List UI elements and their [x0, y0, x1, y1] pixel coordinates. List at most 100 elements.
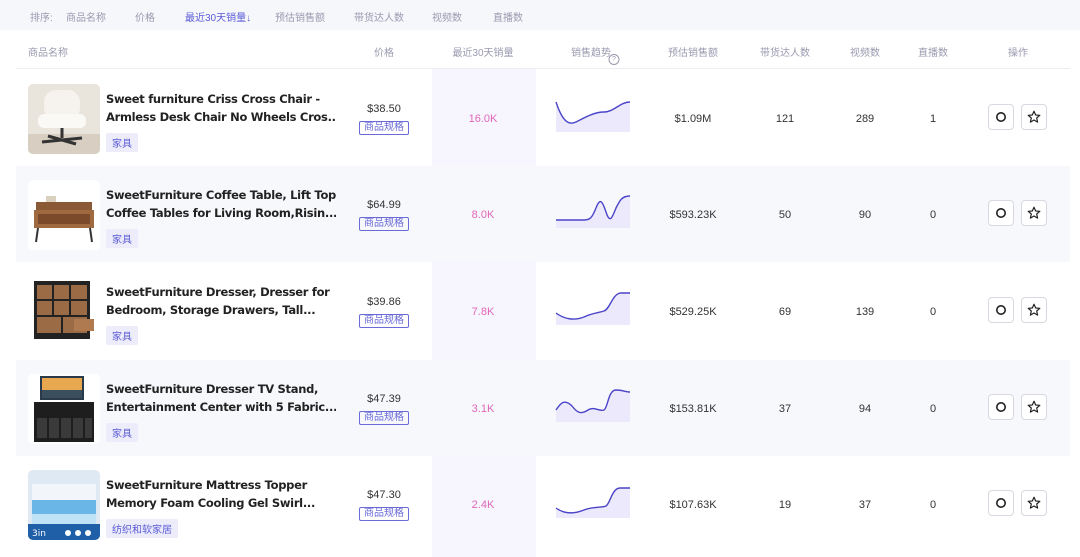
- table-row[interactable]: SweetFurniture Dresser, Dresser for Bedr…: [16, 263, 1070, 359]
- product-title-line1: SweetFurniture Coffee Table, Lift Top: [106, 188, 336, 202]
- sort-option-revenue[interactable]: 预估销售额: [275, 13, 325, 24]
- search-icon: [996, 208, 1006, 218]
- sort-bar: 排序: 商品名称 价格 最近30天销量↓ 预估销售额 带货达人数 视频数 直播数: [0, 0, 1080, 30]
- search-icon: [996, 402, 1006, 412]
- price-value: $47.30: [367, 489, 401, 501]
- sales-trend-sparkline: [555, 389, 631, 422]
- search-icon: [996, 305, 1006, 315]
- sales30-value: 16.0K: [468, 113, 498, 125]
- spec-button[interactable]: 商品规格: [359, 121, 409, 135]
- product-title-line2: Memory Foam Cooling Gel Swirl...: [106, 496, 316, 510]
- category-tag: 纺织和软家居: [106, 519, 178, 538]
- product-title-line1: SweetFurniture Dresser, Dresser for: [106, 285, 330, 299]
- sort-option-name[interactable]: 商品名称: [66, 13, 106, 24]
- product-thumbnail[interactable]: [28, 84, 100, 154]
- product-title-line1: SweetFurniture Mattress Topper: [106, 478, 307, 492]
- creators-value: 50: [778, 209, 792, 221]
- price-value: $64.99: [367, 199, 401, 211]
- favorite-button[interactable]: [1021, 394, 1047, 420]
- product-title-line2: Bedroom, Storage Drawers, Tall...: [106, 303, 316, 317]
- lives-value: 0: [929, 306, 937, 318]
- help-icon[interactable]: ?: [608, 54, 620, 65]
- revenue-value: $107.63K: [669, 499, 717, 511]
- lives-value: 0: [929, 403, 937, 415]
- product-thumbnail[interactable]: 3in: [28, 470, 100, 540]
- sort-option-creators[interactable]: 带货达人数: [354, 13, 404, 24]
- header-trend-label: 销售趋势: [571, 48, 611, 59]
- product-title[interactable]: SweetFurniture Dresser TV Stand, Enterta…: [106, 380, 336, 416]
- header-creators: 带货达人数: [760, 48, 810, 59]
- search-button[interactable]: [988, 297, 1014, 323]
- header-sales30: 最近30天销量: [452, 48, 514, 59]
- table-row[interactable]: SweetFurniture Coffee Table, Lift Top Co…: [16, 166, 1070, 262]
- sales-trend-sparkline: [555, 292, 630, 325]
- revenue-value: $1.09M: [674, 113, 712, 125]
- sort-option-price[interactable]: 价格: [135, 13, 155, 24]
- spec-button[interactable]: 商品规格: [359, 314, 409, 328]
- spec-button[interactable]: 商品规格: [359, 507, 409, 521]
- star-icon: [1027, 206, 1041, 219]
- product-title-line2: Armless Desk Chair No Wheels Cros...: [106, 110, 336, 124]
- product-title[interactable]: SweetFurniture Dresser, Dresser for Bedr…: [106, 283, 336, 319]
- product-thumbnail[interactable]: [28, 374, 100, 444]
- videos-value: 94: [858, 403, 872, 415]
- header-name: 商品名称: [28, 48, 68, 59]
- favorite-button[interactable]: [1021, 297, 1047, 323]
- header-actions: 操作: [1008, 48, 1028, 59]
- search-icon: [996, 498, 1006, 508]
- table-row[interactable]: Sweet furniture Criss Cross Chair - Arml…: [16, 70, 1070, 166]
- sort-option-videos[interactable]: 视频数: [432, 13, 462, 24]
- category-tag: 家具: [106, 133, 138, 152]
- sort-option-lives[interactable]: 直播数: [493, 13, 523, 24]
- favorite-button[interactable]: [1021, 104, 1047, 130]
- table-row[interactable]: 3in SweetFurniture Mattress Topper Memor…: [16, 456, 1070, 552]
- product-thumbnail[interactable]: [28, 277, 100, 347]
- sales30-value: 3.1K: [471, 403, 495, 415]
- videos-value: 37: [858, 499, 872, 511]
- favorite-button[interactable]: [1021, 200, 1047, 226]
- search-button[interactable]: [988, 490, 1014, 516]
- category-tag: 家具: [106, 326, 138, 345]
- search-button[interactable]: [988, 394, 1014, 420]
- revenue-value: $529.25K: [669, 306, 717, 318]
- videos-value: 289: [855, 113, 875, 125]
- sort-label: 排序:: [30, 13, 53, 24]
- product-title-line2: Entertainment Center with 5 Fabric...: [106, 400, 336, 414]
- product-title-line2: Coffee Tables for Living Room,Risin...: [106, 206, 336, 220]
- spec-button[interactable]: 商品规格: [359, 411, 409, 425]
- revenue-value: $593.23K: [669, 209, 717, 221]
- header-revenue: 预估销售额: [668, 48, 718, 59]
- category-tag: 家具: [106, 229, 138, 248]
- sort-option-sales30[interactable]: 最近30天销量↓: [185, 13, 252, 24]
- product-title[interactable]: SweetFurniture Coffee Table, Lift Top Co…: [106, 186, 336, 222]
- table-row[interactable]: SweetFurniture Dresser TV Stand, Enterta…: [16, 360, 1070, 456]
- header-lives: 直播数: [918, 48, 948, 59]
- revenue-value: $153.81K: [669, 403, 717, 415]
- videos-value: 90: [858, 209, 872, 221]
- sales30-value: 7.8K: [471, 306, 495, 318]
- sales30-value: 8.0K: [471, 209, 495, 221]
- product-title[interactable]: Sweet furniture Criss Cross Chair - Arml…: [106, 90, 336, 126]
- price-value: $38.50: [367, 103, 401, 115]
- videos-value: 139: [855, 306, 875, 318]
- header-trend: 销售趋势?: [571, 44, 620, 65]
- search-button[interactable]: [988, 200, 1014, 226]
- creators-value: 19: [778, 499, 792, 511]
- search-button[interactable]: [988, 104, 1014, 130]
- favorite-button[interactable]: [1021, 490, 1047, 516]
- product-title[interactable]: SweetFurniture Mattress Topper Memory Fo…: [106, 476, 336, 512]
- star-icon: [1027, 400, 1041, 413]
- lives-value: 0: [929, 209, 937, 221]
- header-price: 价格: [374, 48, 394, 59]
- search-icon: [996, 112, 1006, 122]
- category-tag: 家具: [106, 423, 138, 442]
- star-icon: [1027, 110, 1041, 123]
- creators-value: 69: [778, 306, 792, 318]
- spec-button[interactable]: 商品规格: [359, 217, 409, 231]
- product-thumbnail[interactable]: [28, 180, 100, 250]
- creators-value: 121: [775, 113, 795, 125]
- creators-value: 37: [778, 403, 792, 415]
- price-value: $39.86: [367, 296, 401, 308]
- lives-value: 1: [929, 113, 937, 125]
- sales-trend-sparkline: [556, 195, 631, 228]
